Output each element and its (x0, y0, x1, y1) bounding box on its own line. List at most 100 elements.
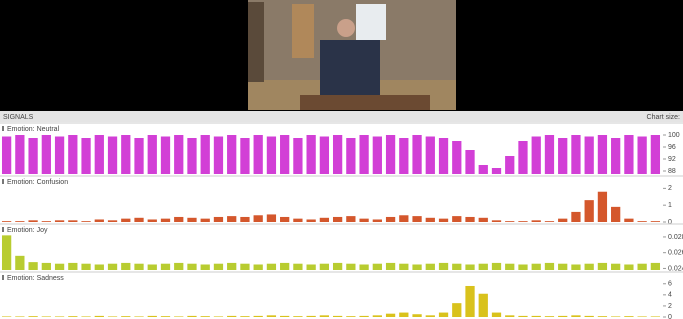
panel-background (0, 272, 683, 319)
signal-bar (161, 219, 170, 222)
signal-bar (161, 264, 170, 270)
signal-bar (214, 264, 223, 270)
signal-bar (28, 262, 37, 270)
signal-bar (2, 137, 11, 175)
signal-bar (254, 135, 263, 174)
signal-bar (121, 135, 130, 174)
signal-bar (426, 264, 435, 270)
signal-bar (227, 135, 236, 174)
signal-bar (320, 137, 329, 175)
signal-bar (320, 264, 329, 270)
signal-bar (108, 137, 117, 175)
signal-bar (267, 214, 276, 222)
y-tick-label: 4 (668, 292, 672, 299)
signal-bar (134, 264, 143, 270)
signal-bar (201, 219, 210, 222)
signal-bar (346, 316, 355, 317)
signal-bar (320, 315, 329, 317)
signal-bar (598, 316, 607, 317)
signal-bar (174, 263, 183, 270)
signal-bar (571, 315, 580, 317)
signal-bar (81, 316, 90, 317)
signal-bar (81, 138, 90, 174)
chart-size-button[interactable]: Chart size: (647, 114, 681, 121)
signal-bar (293, 316, 302, 317)
y-tick-label: 0.024 (668, 265, 683, 272)
signal-bar (571, 135, 580, 174)
signal-bar (479, 165, 488, 174)
signal-bar (465, 217, 474, 222)
signal-bar (518, 141, 527, 174)
signal-label: Emotion: Sadness (7, 275, 64, 282)
signal-bar (373, 219, 382, 222)
y-tick-label: 2 (668, 303, 672, 310)
signal-label: Emotion: Neutral (7, 126, 60, 133)
signal-bar (651, 263, 660, 270)
signal-bar (399, 138, 408, 174)
signal-label: Emotion: Joy (7, 227, 48, 234)
signal-bar (426, 315, 435, 317)
signal-bar (15, 256, 24, 270)
signal-bar (42, 263, 51, 270)
toolbar-title: SIGNALS (3, 114, 34, 121)
signal-bar (611, 138, 620, 174)
signal-bar (571, 212, 580, 222)
signal-bar (280, 263, 289, 270)
y-tick-label: 100 (668, 132, 680, 139)
signal-bar (412, 314, 421, 317)
signal-bar (611, 264, 620, 270)
signal-bar (585, 264, 594, 270)
y-tick-label: 0.026 (668, 250, 683, 257)
signal-bar (585, 316, 594, 317)
signal-bar (452, 216, 461, 222)
signal-bar (187, 264, 196, 270)
signal-bar (161, 137, 170, 175)
signal-bar (214, 137, 223, 175)
signal-bar (651, 221, 660, 222)
signal-bar (624, 316, 633, 317)
signal-bar (545, 263, 554, 270)
signal-bar (174, 316, 183, 317)
signal-bar (651, 135, 660, 174)
signal-bar (293, 138, 302, 174)
signal-bar (15, 221, 24, 222)
signal-bar (95, 219, 104, 222)
signal-bar (95, 316, 104, 317)
signal-bar (505, 315, 514, 317)
signal-bar (346, 216, 355, 222)
signal-bar (201, 135, 210, 174)
signal-bar (293, 264, 302, 270)
signal-bar (307, 219, 316, 222)
signal-bar (201, 316, 210, 317)
signal-bar (174, 217, 183, 222)
signal-bar (28, 220, 37, 222)
signal-bar (280, 217, 289, 222)
signal-bar (55, 220, 64, 222)
signal-bar (174, 135, 183, 174)
signal-bar (148, 219, 157, 222)
signal-bar (134, 316, 143, 317)
signal-bar (307, 264, 316, 270)
signal-bar (307, 316, 316, 317)
signal-bar (465, 150, 474, 174)
signal-bar (399, 215, 408, 222)
signal-bar (505, 156, 514, 174)
signal-bar (465, 264, 474, 270)
signal-bar (201, 264, 210, 270)
signal-bar (532, 316, 541, 317)
signal-bar (68, 316, 77, 317)
signal-bar (532, 220, 541, 222)
signal-bar (240, 217, 249, 222)
signal-label: Emotion: Confusion (7, 179, 68, 186)
signal-bar (55, 264, 64, 270)
signal-bar (439, 263, 448, 270)
signal-bar (359, 135, 368, 174)
signal-bar (426, 218, 435, 222)
signal-bar (545, 135, 554, 174)
signal-bar (598, 135, 607, 174)
signal-bar (359, 264, 368, 270)
signal-bar (452, 303, 461, 317)
signal-bar (134, 138, 143, 174)
signal-bar (55, 137, 64, 175)
signal-bar (638, 316, 647, 317)
